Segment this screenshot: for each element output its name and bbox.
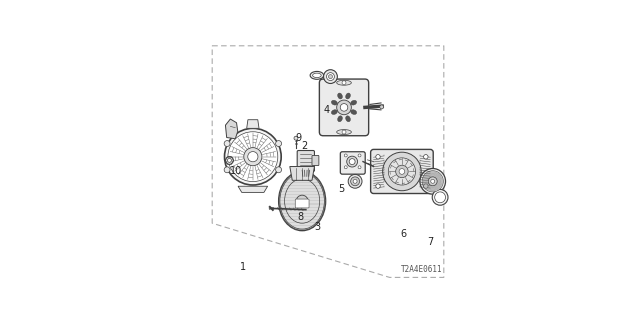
Circle shape (340, 104, 348, 111)
Ellipse shape (337, 80, 351, 85)
Circle shape (294, 136, 298, 140)
Circle shape (337, 100, 351, 115)
Circle shape (383, 152, 421, 191)
Ellipse shape (332, 100, 337, 105)
Circle shape (324, 70, 337, 84)
FancyBboxPatch shape (319, 79, 369, 136)
Ellipse shape (346, 93, 350, 99)
Circle shape (347, 156, 358, 167)
Ellipse shape (337, 130, 351, 134)
Text: 9: 9 (296, 133, 301, 143)
Circle shape (358, 166, 361, 169)
Circle shape (326, 73, 335, 81)
Circle shape (344, 166, 348, 169)
Circle shape (388, 158, 415, 185)
Text: 2: 2 (301, 140, 308, 151)
Text: 4: 4 (324, 105, 330, 115)
Text: 5: 5 (339, 184, 345, 194)
Circle shape (380, 105, 384, 109)
FancyBboxPatch shape (340, 152, 365, 174)
Circle shape (244, 148, 262, 166)
Circle shape (344, 154, 348, 157)
Ellipse shape (279, 172, 326, 231)
Circle shape (353, 179, 357, 183)
Ellipse shape (338, 116, 342, 122)
Circle shape (358, 154, 361, 157)
Circle shape (376, 184, 380, 188)
Ellipse shape (312, 73, 321, 77)
Text: 10: 10 (230, 166, 243, 176)
Circle shape (225, 128, 281, 185)
Polygon shape (246, 120, 259, 128)
Text: 7: 7 (427, 237, 433, 247)
Circle shape (342, 130, 346, 134)
Circle shape (228, 132, 278, 182)
Text: 1: 1 (240, 262, 246, 272)
Circle shape (224, 167, 230, 173)
Circle shape (224, 140, 230, 147)
Ellipse shape (346, 116, 350, 122)
Ellipse shape (332, 110, 337, 115)
Circle shape (435, 192, 445, 203)
Circle shape (348, 174, 362, 188)
Polygon shape (225, 119, 237, 139)
Ellipse shape (310, 71, 324, 79)
Circle shape (248, 152, 258, 162)
Circle shape (349, 159, 355, 164)
Circle shape (424, 184, 428, 188)
Polygon shape (238, 186, 268, 192)
FancyBboxPatch shape (297, 150, 314, 172)
FancyBboxPatch shape (295, 199, 309, 208)
Circle shape (328, 75, 332, 79)
Text: 6: 6 (400, 229, 406, 239)
Circle shape (396, 165, 408, 178)
Ellipse shape (338, 93, 342, 99)
Circle shape (351, 177, 360, 186)
Circle shape (432, 189, 448, 205)
Circle shape (276, 167, 282, 173)
Text: T2A4E0611: T2A4E0611 (401, 266, 443, 275)
Text: 3: 3 (314, 222, 320, 232)
Circle shape (422, 171, 444, 192)
Ellipse shape (351, 100, 356, 105)
Circle shape (342, 81, 346, 85)
Ellipse shape (351, 110, 356, 115)
Circle shape (431, 179, 435, 183)
Circle shape (276, 140, 282, 147)
Circle shape (376, 155, 380, 159)
Text: 8: 8 (298, 212, 304, 222)
Circle shape (225, 156, 234, 164)
Circle shape (428, 177, 437, 186)
Circle shape (424, 155, 428, 159)
Circle shape (420, 169, 445, 194)
FancyBboxPatch shape (371, 149, 433, 194)
FancyBboxPatch shape (312, 156, 319, 165)
Circle shape (227, 158, 232, 162)
Circle shape (296, 195, 308, 207)
Circle shape (399, 169, 404, 174)
Polygon shape (290, 166, 314, 180)
